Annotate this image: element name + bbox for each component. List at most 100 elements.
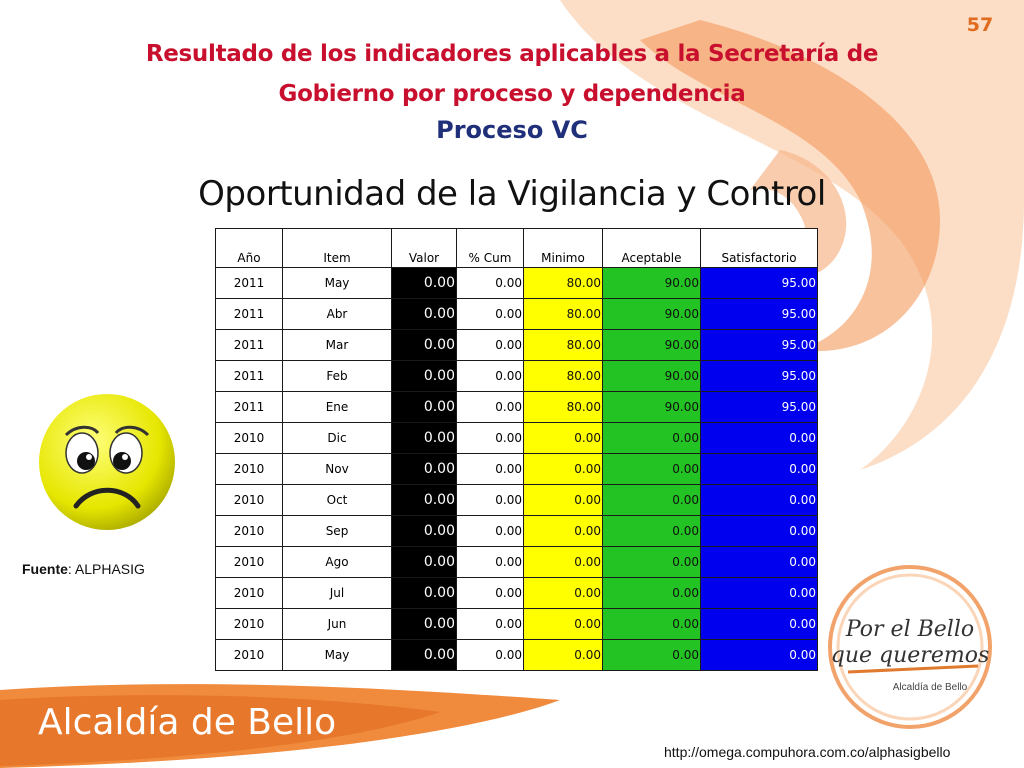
- indicator-table: Año Item Valor % Cum Minimo Aceptable Sa…: [215, 228, 818, 671]
- page-title: Resultado de los indicadores aplicables …: [40, 34, 984, 114]
- cell-aceptable: 0.00: [602, 577, 701, 609]
- cell-satisfactorio: 0.00: [700, 639, 818, 671]
- title-line-2: Gobierno por proceso y dependencia: [278, 81, 746, 107]
- cell-valor: 0.00: [391, 329, 457, 361]
- cell-satisfactorio: 95.00: [700, 329, 818, 361]
- cell-satisfactorio: 0.00: [700, 546, 818, 578]
- source-note: Fuente: ALPHASIG: [22, 561, 145, 577]
- cell-ano: 2011: [215, 298, 283, 330]
- cell-minimo: 0.00: [523, 453, 603, 485]
- cell-aceptable: 90.00: [602, 391, 701, 423]
- table-header-row: Año Item Valor % Cum Minimo Aceptable Sa…: [215, 228, 818, 268]
- cell-cum: 0.00: [456, 391, 524, 423]
- header-cum: % Cum: [456, 228, 524, 268]
- footer-brand: Alcaldía de Bello: [38, 702, 337, 743]
- cell-minimo: 80.00: [523, 360, 603, 392]
- cell-ano: 2011: [215, 391, 283, 423]
- cell-item: Jul: [282, 577, 392, 609]
- cell-satisfactorio: 0.00: [700, 577, 818, 609]
- cell-item: Dic: [282, 422, 392, 454]
- table-row: 2010 Dic 0.00 0.00 0.00 0.00 0.00: [215, 422, 818, 454]
- cell-valor: 0.00: [391, 577, 457, 609]
- cell-cum: 0.00: [456, 298, 524, 330]
- source-value: : ALPHASIG: [67, 561, 145, 577]
- title-line-1: Resultado de los indicadores aplicables …: [145, 41, 879, 67]
- sad-face-icon: [36, 391, 178, 533]
- cell-minimo: 0.00: [523, 422, 603, 454]
- cell-ano: 2010: [215, 577, 283, 609]
- campaign-stamp-logo: Por el Bello que queremos Alcaldía de Be…: [828, 565, 992, 729]
- cell-minimo: 0.00: [523, 608, 603, 640]
- cell-valor: 0.00: [391, 391, 457, 423]
- cell-cum: 0.00: [456, 360, 524, 392]
- process-title: Proceso VC: [436, 116, 588, 144]
- cell-valor: 0.00: [391, 298, 457, 330]
- cell-cum: 0.00: [456, 267, 524, 299]
- header-item: Item: [282, 228, 392, 268]
- header-minimo: Minimo: [523, 228, 603, 268]
- cell-aceptable: 0.00: [602, 515, 701, 547]
- cell-satisfactorio: 0.00: [700, 515, 818, 547]
- cell-item: Sep: [282, 515, 392, 547]
- cell-minimo: 80.00: [523, 267, 603, 299]
- cell-satisfactorio: 95.00: [700, 298, 818, 330]
- cell-cum: 0.00: [456, 515, 524, 547]
- cell-ano: 2011: [215, 267, 283, 299]
- cell-satisfactorio: 95.00: [700, 391, 818, 423]
- cell-aceptable: 90.00: [602, 267, 701, 299]
- cell-cum: 0.00: [456, 453, 524, 485]
- cell-item: Mar: [282, 329, 392, 361]
- table-row: 2011 Mar 0.00 0.00 80.00 90.00 95.00: [215, 329, 818, 361]
- table-row: 2011 Abr 0.00 0.00 80.00 90.00 95.00: [215, 298, 818, 330]
- cell-cum: 0.00: [456, 546, 524, 578]
- cell-aceptable: 90.00: [602, 298, 701, 330]
- cell-aceptable: 0.00: [602, 453, 701, 485]
- stamp-line-2: que queremos: [831, 643, 989, 668]
- cell-ano: 2010: [215, 484, 283, 516]
- source-label: Fuente: [22, 561, 68, 577]
- cell-minimo: 0.00: [523, 484, 603, 516]
- cell-aceptable: 0.00: [602, 608, 701, 640]
- cell-satisfactorio: 95.00: [700, 360, 818, 392]
- cell-ano: 2011: [215, 360, 283, 392]
- cell-item: Ago: [282, 546, 392, 578]
- cell-minimo: 80.00: [523, 329, 603, 361]
- slide-number: 57: [966, 14, 994, 36]
- cell-satisfactorio: 0.00: [700, 422, 818, 454]
- cell-valor: 0.00: [391, 515, 457, 547]
- cell-item: Feb: [282, 360, 392, 392]
- table-row: 2011 Feb 0.00 0.00 80.00 90.00 95.00: [215, 360, 818, 392]
- header-satisfactorio: Satisfactorio: [700, 228, 818, 268]
- cell-ano: 2010: [215, 515, 283, 547]
- cell-cum: 0.00: [456, 639, 524, 671]
- cell-ano: 2010: [215, 422, 283, 454]
- cell-aceptable: 0.00: [602, 639, 701, 671]
- cell-item: Oct: [282, 484, 392, 516]
- cell-item: May: [282, 639, 392, 671]
- cell-satisfactorio: 0.00: [700, 453, 818, 485]
- cell-valor: 0.00: [391, 546, 457, 578]
- cell-cum: 0.00: [456, 329, 524, 361]
- stamp-line-1: Por el Bello: [845, 617, 974, 642]
- cell-item: Jun: [282, 608, 392, 640]
- table-row: 2010 May 0.00 0.00 0.00 0.00 0.00: [215, 639, 818, 671]
- cell-ano: 2010: [215, 608, 283, 640]
- cell-minimo: 0.00: [523, 639, 603, 671]
- source-url[interactable]: http://omega.compuhora.com.co/alphasigbe…: [664, 744, 951, 760]
- header-valor: Valor: [391, 228, 457, 268]
- table-row: 2010 Nov 0.00 0.00 0.00 0.00 0.00: [215, 453, 818, 485]
- cell-item: Ene: [282, 391, 392, 423]
- cell-valor: 0.00: [391, 267, 457, 299]
- cell-cum: 0.00: [456, 484, 524, 516]
- table-row: 2010 Jul 0.00 0.00 0.00 0.00 0.00: [215, 577, 818, 609]
- cell-minimo: 80.00: [523, 391, 603, 423]
- cell-satisfactorio: 0.00: [700, 484, 818, 516]
- cell-valor: 0.00: [391, 639, 457, 671]
- cell-item: Abr: [282, 298, 392, 330]
- cell-valor: 0.00: [391, 484, 457, 516]
- cell-aceptable: 90.00: [602, 360, 701, 392]
- cell-ano: 2011: [215, 329, 283, 361]
- cell-minimo: 0.00: [523, 515, 603, 547]
- indicator-title: Oportunidad de la Vigilancia y Control: [198, 174, 826, 214]
